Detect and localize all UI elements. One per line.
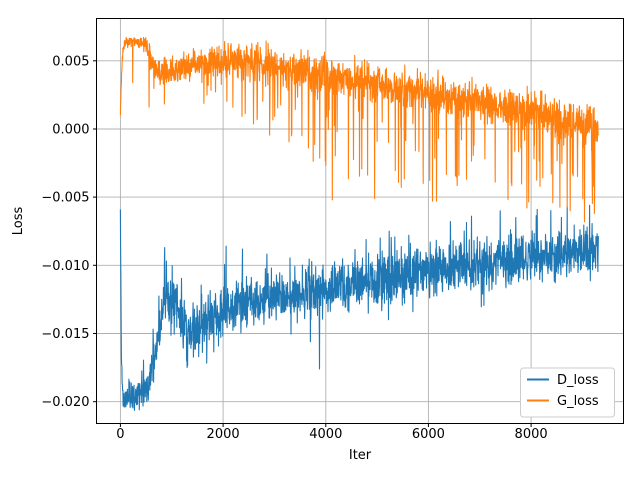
- legend: D_loss G_loss: [520, 367, 615, 418]
- series-d-loss-line: [119, 204, 599, 411]
- y-tick-label: −0.020: [41, 395, 89, 410]
- y-tick-label: −0.015: [41, 327, 89, 342]
- y-tick-label: −0.010: [41, 259, 89, 274]
- y-axis-label: Loss: [11, 207, 26, 236]
- legend-gloss-label: G_loss: [557, 394, 599, 409]
- axis-ticks: [93, 60, 532, 427]
- x-tick-label: 6000: [412, 427, 445, 442]
- x-tick-label: 8000: [515, 427, 548, 442]
- y-tick-label: 0.005: [52, 54, 89, 69]
- x-axis-label: Iter: [349, 448, 372, 463]
- x-tick-label: 0: [116, 427, 124, 442]
- y-tick-label: 0.000: [52, 123, 89, 138]
- y-tick-label: −0.005: [41, 191, 89, 206]
- series-g-loss-line: [119, 36, 599, 223]
- tick-labels: 0 2000 4000 6000 8000 0.005 0.000 −0.005 −0.010 −…: [41, 54, 547, 442]
- axes-spines: [96, 18, 624, 424]
- legend-dloss-label: D_loss: [557, 373, 599, 388]
- series-layer: [119, 36, 599, 411]
- x-tick-label: 4000: [309, 427, 342, 442]
- x-tick-label: 2000: [207, 427, 240, 442]
